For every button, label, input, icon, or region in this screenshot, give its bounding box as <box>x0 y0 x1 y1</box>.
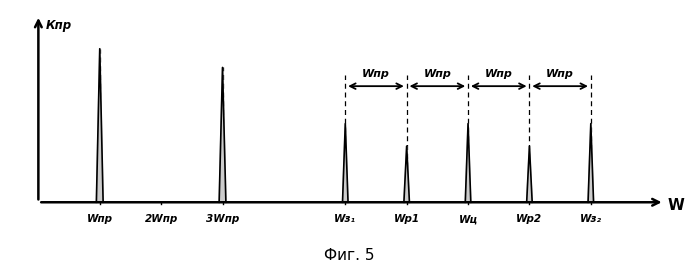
Polygon shape <box>404 146 410 202</box>
Text: Wз₁: Wз₁ <box>334 214 356 225</box>
Text: Wр2: Wр2 <box>517 214 542 225</box>
Polygon shape <box>96 49 103 202</box>
Text: Wц: Wц <box>459 214 477 225</box>
Text: W: W <box>668 198 684 213</box>
Text: Wпр: Wпр <box>87 214 113 225</box>
Text: 2Wпр: 2Wпр <box>145 214 178 225</box>
Text: Wпр: Wпр <box>546 69 574 79</box>
Text: Wпр: Wпр <box>485 69 512 79</box>
Polygon shape <box>219 68 226 202</box>
Polygon shape <box>588 124 593 202</box>
Text: Фиг. 5: Фиг. 5 <box>324 248 375 263</box>
Text: Кпр: Кпр <box>45 19 72 32</box>
Text: 3Wпр: 3Wпр <box>206 214 239 225</box>
Text: Wз₂: Wз₂ <box>579 214 602 225</box>
Text: Wр1: Wр1 <box>394 214 419 225</box>
Polygon shape <box>526 146 532 202</box>
Polygon shape <box>466 124 471 202</box>
Text: Wпр: Wпр <box>362 69 390 79</box>
Text: Wпр: Wпр <box>424 69 452 79</box>
Polygon shape <box>343 124 348 202</box>
